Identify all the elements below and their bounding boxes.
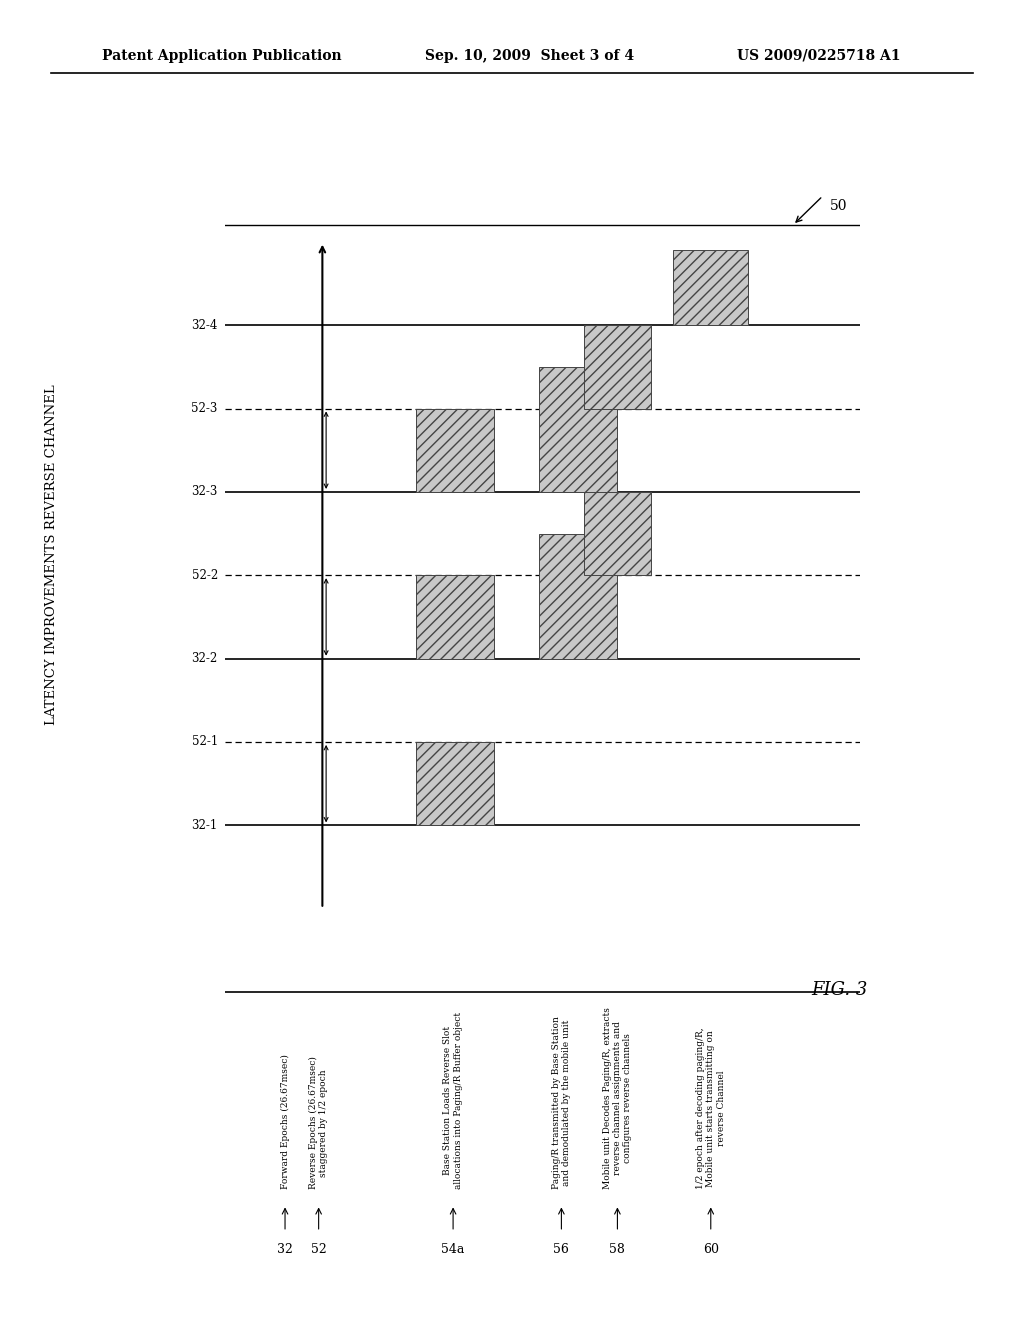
Bar [416, 408, 495, 492]
Text: Forward Epochs (26.67msec): Forward Epochs (26.67msec) [281, 1055, 290, 1189]
Bar [584, 492, 651, 576]
Text: 56: 56 [553, 1243, 569, 1257]
Text: 52-2: 52-2 [191, 569, 218, 582]
Text: 32: 32 [278, 1243, 293, 1257]
Text: Reverse Epochs (26.67msec)
staggered by 1/2 epoch: Reverse Epochs (26.67msec) staggered by … [309, 1056, 329, 1189]
Text: Base Station Loads Reverse Slot
allocations into Paging/R Buffer object: Base Station Loads Reverse Slot allocati… [443, 1012, 463, 1189]
Text: LATENCY IMPROVEMENTS REVERSE CHANNEL: LATENCY IMPROVEMENTS REVERSE CHANNEL [45, 384, 57, 725]
Text: Paging/R transmitted by Base Station
and demodulated by the mobile unit: Paging/R transmitted by Base Station and… [552, 1016, 571, 1189]
Text: 60: 60 [702, 1243, 719, 1257]
Text: 52-1: 52-1 [191, 735, 218, 748]
Bar [674, 249, 749, 325]
Text: FIG. 3: FIG. 3 [811, 981, 868, 999]
Text: 32-2: 32-2 [191, 652, 218, 665]
Text: 32-3: 32-3 [191, 486, 218, 499]
Text: 52: 52 [310, 1243, 327, 1257]
Text: Sep. 10, 2009  Sheet 3 of 4: Sep. 10, 2009 Sheet 3 of 4 [425, 49, 634, 63]
Text: 58: 58 [609, 1243, 626, 1257]
Text: 50: 50 [830, 198, 848, 213]
Text: Mobile unit Decodes Paging/R, extracts
reverse channel assignments and
configure: Mobile unit Decodes Paging/R, extracts r… [602, 1007, 632, 1189]
Text: 1/2 epoch after decoding paging/R,
Mobile unit starts transmitting on
reverse Ch: 1/2 epoch after decoding paging/R, Mobil… [696, 1028, 726, 1189]
Bar [416, 742, 495, 825]
Text: 32-4: 32-4 [191, 318, 218, 331]
Text: 52-3: 52-3 [191, 403, 218, 414]
Text: US 2009/0225718 A1: US 2009/0225718 A1 [737, 49, 901, 63]
Text: 54a: 54a [441, 1243, 465, 1257]
Bar [416, 576, 495, 659]
Bar [539, 367, 617, 492]
Text: 32-1: 32-1 [191, 818, 218, 832]
Text: Patent Application Publication: Patent Application Publication [102, 49, 342, 63]
Bar [584, 325, 651, 408]
Bar [539, 533, 617, 659]
